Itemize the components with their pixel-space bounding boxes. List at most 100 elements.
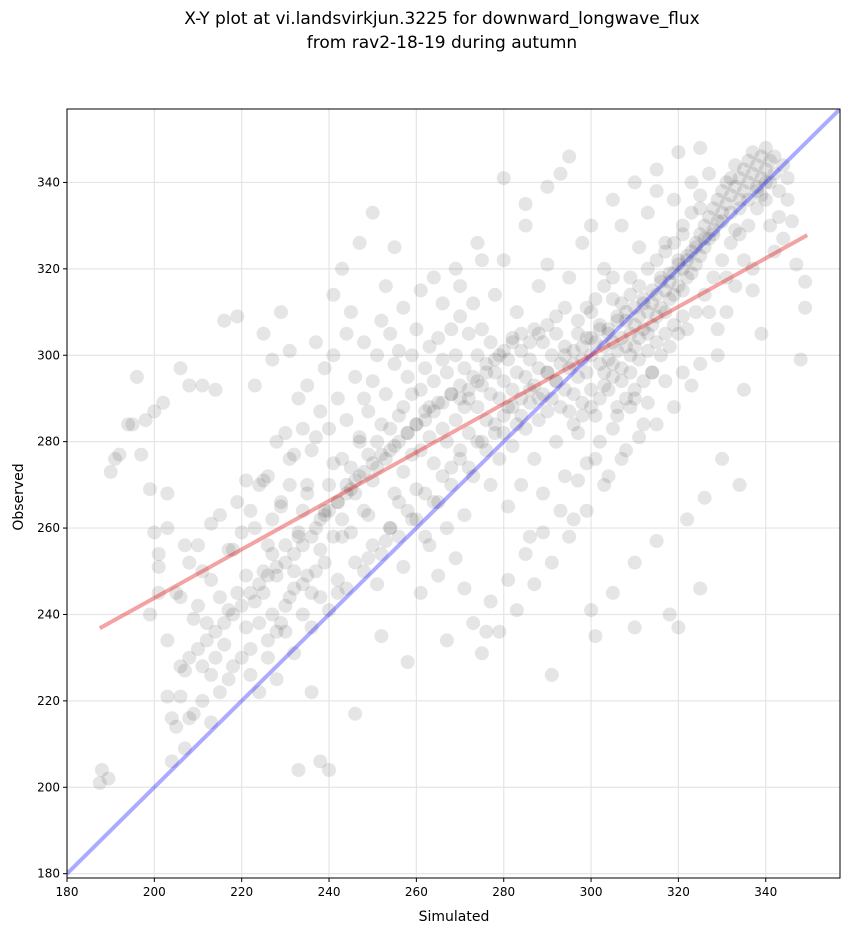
scatter-point [501,572,516,587]
scatter-point [505,400,520,415]
scatter-point [505,439,520,453]
scatter-point [671,326,686,341]
scatter-point [317,555,332,570]
scatter-point [335,261,350,276]
scatter-point [645,318,660,332]
scatter-point [108,451,122,466]
scatter-point [488,287,502,302]
scatter-point [557,300,572,315]
scatter-point [431,395,446,410]
scatter-point [177,538,192,553]
scatter-point [195,659,210,674]
scatter-point [182,711,197,726]
scatter-point [645,365,660,380]
scatter-point [605,335,620,350]
scatter-point [199,633,214,648]
scatter-point [234,598,249,613]
x-tick-label: 340 [754,885,777,899]
scatter-point [370,460,385,475]
scatter-point [470,434,485,449]
scatter-point [221,542,236,557]
scatter-point [352,235,367,250]
scatter-point [522,335,537,350]
scatter-point [505,335,520,350]
scatter-point [479,624,494,639]
scatter-point [143,482,157,497]
scatter-point [723,171,738,186]
scatter-point [706,223,721,237]
scatter-point [396,300,411,315]
scatter-point [588,451,603,466]
scatter-point [662,266,677,281]
scatter-point [771,184,786,199]
scatter-point [562,149,577,164]
scatter-point [361,447,376,462]
scatter-point [383,443,398,458]
scatter-point [177,663,192,678]
scatter-point [597,477,612,492]
scatter-point [138,413,153,428]
scatter-point [767,149,782,164]
scatter-point [400,369,415,384]
scatter-point [94,763,109,777]
scatter-point [623,365,638,380]
scatter-point [688,257,703,272]
scatter-point [566,343,581,358]
scatter-point [453,443,468,458]
scatter-point [470,400,485,415]
scatter-point [662,339,677,354]
scatter-point [221,672,236,687]
scatter-point [243,642,258,656]
scatter-point [627,382,642,397]
scatter-point [260,633,275,648]
scatter-point [378,279,393,294]
scatter-point [745,145,760,160]
scatter-point [640,343,655,358]
scatter-point [326,529,341,544]
scatter-point [470,235,485,250]
scatter-point [658,326,673,341]
scatter-point [391,529,406,544]
scatter-point [212,590,227,605]
scatter-point [571,313,585,328]
scatter-point [361,508,376,523]
scatter-point [518,197,533,211]
scatter-point [675,309,690,324]
scatter-point [177,741,192,756]
scatter-point [754,171,769,186]
scatter-point [588,629,603,644]
scatter-point [754,188,769,203]
scatter-point [623,326,638,341]
scatter-point [667,287,681,302]
scatter-point [579,365,594,380]
scatter-point [343,525,358,540]
scatter-point [239,473,254,488]
scatter-point [632,331,647,345]
scatter-point [287,581,302,596]
scatter-point [544,667,559,682]
scatter-point [173,590,188,605]
scatter-point [370,348,385,363]
scatter-point [191,538,205,553]
scatter-point [501,499,516,514]
scatter-point [457,400,472,415]
scatter-point [684,205,699,220]
scatter-point [204,572,219,587]
scatter-point [736,382,751,397]
scatter-point [536,525,550,540]
scatter-point [693,201,708,216]
scatter-point [444,387,459,402]
scatter-point [636,417,651,432]
scatter-point [566,387,581,402]
scatter-point [793,352,808,367]
scatter-point [754,149,769,164]
scatter-point [348,555,363,570]
scatter-point [728,279,743,294]
scatter-point [252,685,267,700]
scatter-point [518,218,533,233]
scatter-point [291,525,306,540]
scatter-point [173,659,188,674]
scatter-point [335,529,350,544]
scatter-point [457,361,472,376]
scatter-point [361,551,376,566]
